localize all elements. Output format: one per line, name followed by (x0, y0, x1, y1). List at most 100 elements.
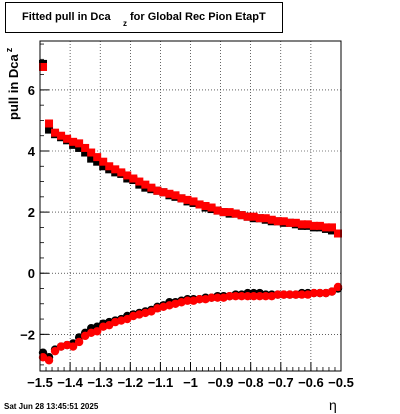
y-tick-label: 6 (28, 83, 35, 98)
x-tick-label: −0.8 (238, 375, 264, 390)
data-point (255, 214, 264, 223)
x-tick-label: −0.5 (328, 375, 354, 390)
data-point (297, 290, 307, 299)
data-point (237, 291, 246, 301)
data-point (51, 128, 60, 137)
title-rest: for Global Rec Pion EtapT (130, 11, 266, 23)
data-point (93, 153, 102, 162)
data-point (207, 203, 216, 212)
data-point (315, 221, 324, 230)
data-point (44, 356, 54, 365)
x-tick-label: −1 (183, 375, 198, 390)
x-tick-label: −0.9 (208, 375, 234, 390)
data-point (75, 143, 84, 152)
data-point (189, 197, 198, 206)
data-point (291, 290, 301, 299)
data-point (195, 200, 204, 209)
data-point (105, 162, 114, 171)
y-tick-label: 0 (28, 266, 35, 281)
data-point (111, 165, 120, 174)
data-point (333, 282, 343, 292)
data-point (225, 208, 234, 217)
data-point (231, 209, 240, 218)
title-subscript: z (123, 19, 127, 28)
data-point (267, 215, 276, 224)
data-point (45, 119, 54, 128)
data-point (237, 211, 246, 220)
x-tick-label: −1.1 (148, 375, 174, 390)
y-tick-label: 2 (28, 205, 35, 220)
data-point (57, 131, 66, 140)
data-point (309, 221, 318, 230)
data-point (39, 62, 48, 71)
data-point (315, 288, 325, 298)
data-point (321, 223, 330, 232)
data-point (99, 157, 108, 166)
data-point (249, 291, 258, 301)
data-point (333, 229, 342, 238)
data-point (195, 294, 204, 304)
data-point (92, 327, 102, 336)
data-point (123, 171, 132, 180)
data-point (213, 206, 222, 215)
data-point (261, 291, 270, 301)
data-point (243, 212, 252, 221)
data-point (68, 342, 78, 351)
data-point (255, 291, 264, 301)
data-point (69, 137, 78, 146)
x-tick-label: −1.4 (57, 375, 83, 390)
data-point (87, 154, 96, 163)
x-tick-label: −0.6 (298, 375, 324, 390)
data-point (81, 143, 90, 152)
data-point (285, 218, 294, 227)
x-tick-label: −1.2 (117, 375, 143, 390)
data-point (171, 191, 180, 200)
x-axis-label: η (329, 397, 337, 413)
data-point (74, 337, 84, 347)
data-point (303, 220, 312, 229)
data-point (75, 139, 84, 148)
chart-title: Fitted pull in Dca z for Global Rec Pion… (5, 2, 283, 33)
data-point (147, 183, 156, 192)
data-point (177, 194, 186, 203)
x-tick-label: −0.7 (268, 375, 294, 390)
data-point (231, 291, 240, 301)
y-axis-label-subscript: z (4, 47, 14, 53)
date-stamp: Sat Jun 28 13:45:51 2025 (4, 402, 99, 411)
data-point (219, 208, 228, 217)
y-tick-label: −2 (20, 327, 35, 342)
data-point (213, 293, 222, 302)
data-point (201, 202, 210, 210)
data-point (285, 290, 295, 299)
data-point (273, 217, 282, 226)
data-points (38, 59, 343, 365)
y-axis-label: pull in Dcaz (4, 47, 21, 120)
axis-ticks: −1.5 −1.4 −1.3 −1.2 −1.1 −1 −0.9 −0.8 −0.7 −0.6 −0… (20, 43, 354, 390)
data-point (309, 288, 319, 298)
title-main: Fitted pull in Dca (22, 11, 111, 23)
data-point (279, 290, 289, 299)
data-point (297, 220, 306, 229)
data-point (165, 189, 174, 198)
data-point (141, 180, 150, 189)
data-point (50, 346, 60, 356)
data-point (63, 134, 72, 143)
data-point (117, 168, 126, 177)
y-axis-label-main: pull in Dca (6, 54, 21, 120)
data-point (45, 125, 54, 134)
data-point (291, 218, 300, 227)
data-point (249, 212, 258, 221)
data-point (207, 293, 216, 302)
data-point (183, 296, 192, 305)
data-point (261, 214, 270, 223)
data-point (273, 290, 282, 299)
data-point (129, 174, 138, 183)
data-point (279, 217, 288, 226)
data-point (87, 148, 96, 157)
data-point (153, 186, 162, 195)
data-point (243, 291, 252, 301)
data-point (327, 223, 336, 232)
data-point (135, 177, 144, 186)
y-tick-label: 4 (28, 144, 36, 159)
